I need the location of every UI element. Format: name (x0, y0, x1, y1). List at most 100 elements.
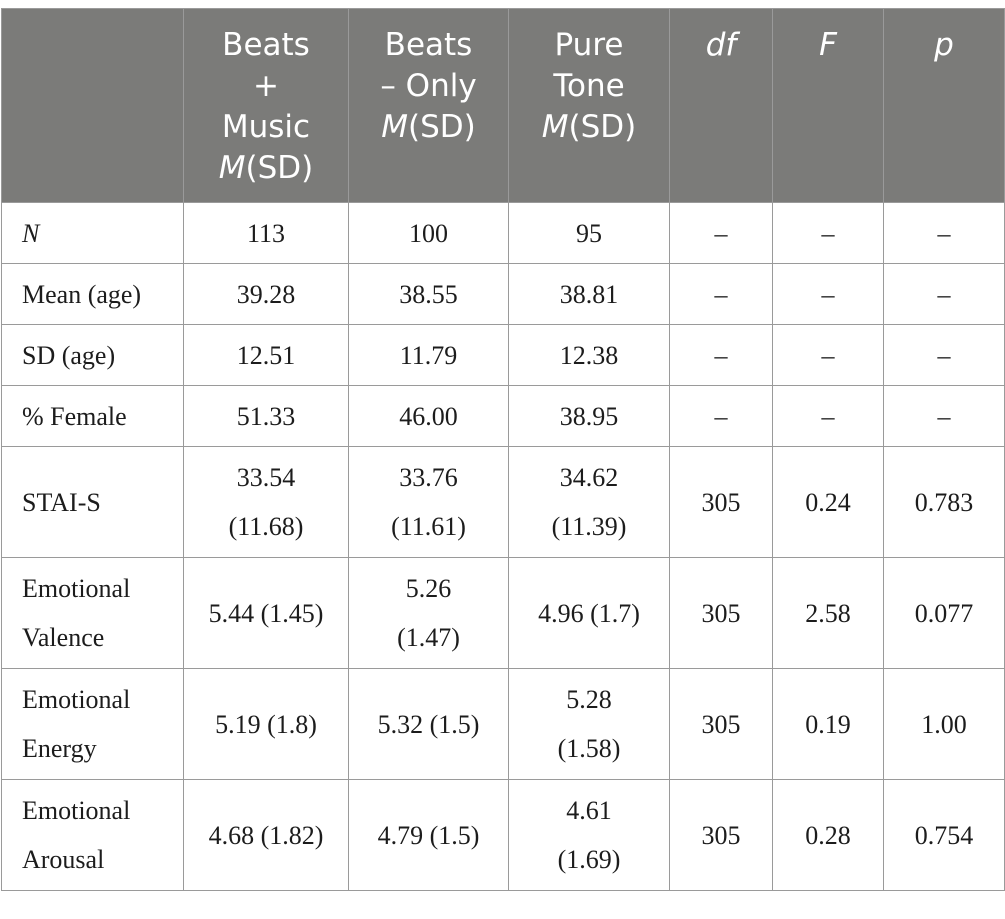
descriptive-statistics-table: Beats + Music M(SD) Beats – Only M(SD) P… (1, 8, 1005, 891)
cell-p: – (883, 324, 1005, 386)
cell-p: – (883, 202, 1005, 264)
table-row: SD (age) 12.51 11.79 12.38 – – – (1, 324, 1005, 386)
header-line: – Only (380, 68, 477, 104)
cell-beats-only: 33.76 (11.61) (348, 446, 509, 558)
cell-f: 2.58 (772, 557, 884, 669)
cell-line: 5.26 (405, 574, 452, 603)
cell-text: 0.754 (914, 820, 974, 850)
cell-line: 33.54 (236, 463, 296, 492)
cell-line: 33.76 (399, 463, 458, 492)
cell-text: 0.783 (914, 487, 974, 517)
cell-text: 0.19 (805, 709, 851, 739)
cell-beats-music: 51.33 (183, 385, 349, 447)
cell-line: (11.39) (551, 512, 627, 541)
cell-df: 305 (669, 557, 773, 669)
header-blank (1, 8, 184, 203)
cell-p: 0.754 (883, 779, 1005, 891)
cell-text: – (821, 340, 835, 370)
cell-f: 0.19 (772, 668, 884, 780)
cell-line: Emotional (22, 796, 131, 825)
cell-text: – (821, 218, 835, 248)
cell-text: 100 (409, 218, 448, 248)
cell-text: 0.077 (914, 598, 974, 628)
header-line: Tone (553, 68, 625, 104)
row-label: Mean (age) (1, 263, 184, 325)
cell-line: (11.68) (228, 512, 304, 541)
cell-f: – (772, 202, 884, 264)
header-f: F (772, 8, 884, 203)
cell-text: 95 (576, 218, 602, 248)
cell-line: (1.58) (557, 734, 621, 763)
cell-p: – (883, 385, 1005, 447)
cell-pure-tone: 5.28 (1.58) (508, 668, 670, 780)
cell-text: 305 (701, 598, 741, 628)
cell-text: – (937, 218, 951, 248)
cell-beats-only: 5.32 (1.5) (348, 668, 509, 780)
row-label: Emotional Energy (1, 668, 184, 780)
cell-df: – (669, 202, 773, 264)
header-line: Music (221, 109, 311, 145)
table-row: N 113 100 95 – – – (1, 202, 1005, 264)
cell-p: 0.783 (883, 446, 1005, 558)
cell-text: – (821, 401, 835, 431)
cell-text: 38.81 (559, 279, 619, 309)
cell-text: – (714, 340, 728, 370)
cell-beats-music: 12.51 (183, 324, 349, 386)
header-line: Beats (384, 27, 473, 63)
cell-text: % Female (22, 401, 127, 431)
header-line: Beats (222, 27, 310, 63)
cell-df: 305 (669, 779, 773, 891)
cell-f: 0.24 (772, 446, 884, 558)
cell-text: 38.55 (399, 279, 458, 309)
cell-p: 1.00 (883, 668, 1005, 780)
cell-df: – (669, 263, 773, 325)
cell-text: – (937, 340, 951, 370)
cell-beats-only: 4.79 (1.5) (348, 779, 509, 891)
cell-pure-tone: 4.96 (1.7) (508, 557, 670, 669)
cell-line: Emotional (22, 574, 131, 603)
cell-text: – (714, 401, 728, 431)
cell-line: Emotional (22, 685, 131, 714)
header-line: M(SD) (381, 109, 476, 145)
cell-text: – (714, 279, 728, 309)
cell-beats-only: 38.55 (348, 263, 509, 325)
cell-line: Arousal (22, 845, 105, 874)
table-row: Emotional Valence 5.44 (1.45) 5.26 (1.47) 4.9… (1, 557, 1005, 669)
cell-line: 5.28 (566, 685, 612, 714)
header-pure-tone: Pure Tone M(SD) (508, 8, 670, 203)
row-label: STAI-S (1, 446, 184, 558)
cell-beats-music: 5.19 (1.8) (183, 668, 349, 780)
cell-pure-tone: 95 (508, 202, 670, 264)
cell-pure-tone: 38.81 (508, 263, 670, 325)
cell-text: 39.28 (236, 279, 296, 309)
cell-df: – (669, 385, 773, 447)
cell-text: 12.51 (236, 340, 296, 370)
table-row: Mean (age) 39.28 38.55 38.81 – – – (1, 263, 1005, 325)
cell-beats-only: 100 (348, 202, 509, 264)
header-line: M(SD) (218, 150, 314, 186)
cell-line: 34.62 (559, 463, 619, 492)
cell-text: – (714, 218, 728, 248)
cell-text: 0.24 (805, 487, 851, 517)
table-body: N 113 100 95 – – – Mean (age) 39.28 38.55 38.81 – – –… (1, 202, 1005, 891)
cell-text: 305 (701, 487, 741, 517)
cell-beats-only: 46.00 (348, 385, 509, 447)
cell-f: – (772, 324, 884, 386)
row-label: Emotional Valence (1, 557, 184, 669)
cell-beats-music: 33.54 (11.68) (183, 446, 349, 558)
table-row: Emotional Arousal 4.68 (1.82) 4.79 (1.5) 4.6… (1, 779, 1005, 891)
cell-beats-music: 113 (183, 202, 349, 264)
cell-text: SD (age) (22, 340, 116, 370)
cell-text: 5.19 (1.8) (215, 709, 317, 739)
cell-pure-tone: 34.62 (11.39) (508, 446, 670, 558)
cell-line: (11.61) (391, 512, 466, 541)
table-row: Emotional Energy 5.19 (1.8) 5.32 (1.5) 5.28 (… (1, 668, 1005, 780)
cell-line: Energy (22, 734, 97, 763)
cell-text: 1.00 (921, 709, 967, 739)
header-beats-music: Beats + Music M(SD) (183, 8, 349, 203)
cell-text: 51.33 (236, 401, 296, 431)
cell-text: – (937, 279, 951, 309)
header-line: Pure (554, 27, 624, 63)
cell-text: 305 (701, 820, 741, 850)
cell-text: 4.96 (1.7) (538, 598, 640, 628)
